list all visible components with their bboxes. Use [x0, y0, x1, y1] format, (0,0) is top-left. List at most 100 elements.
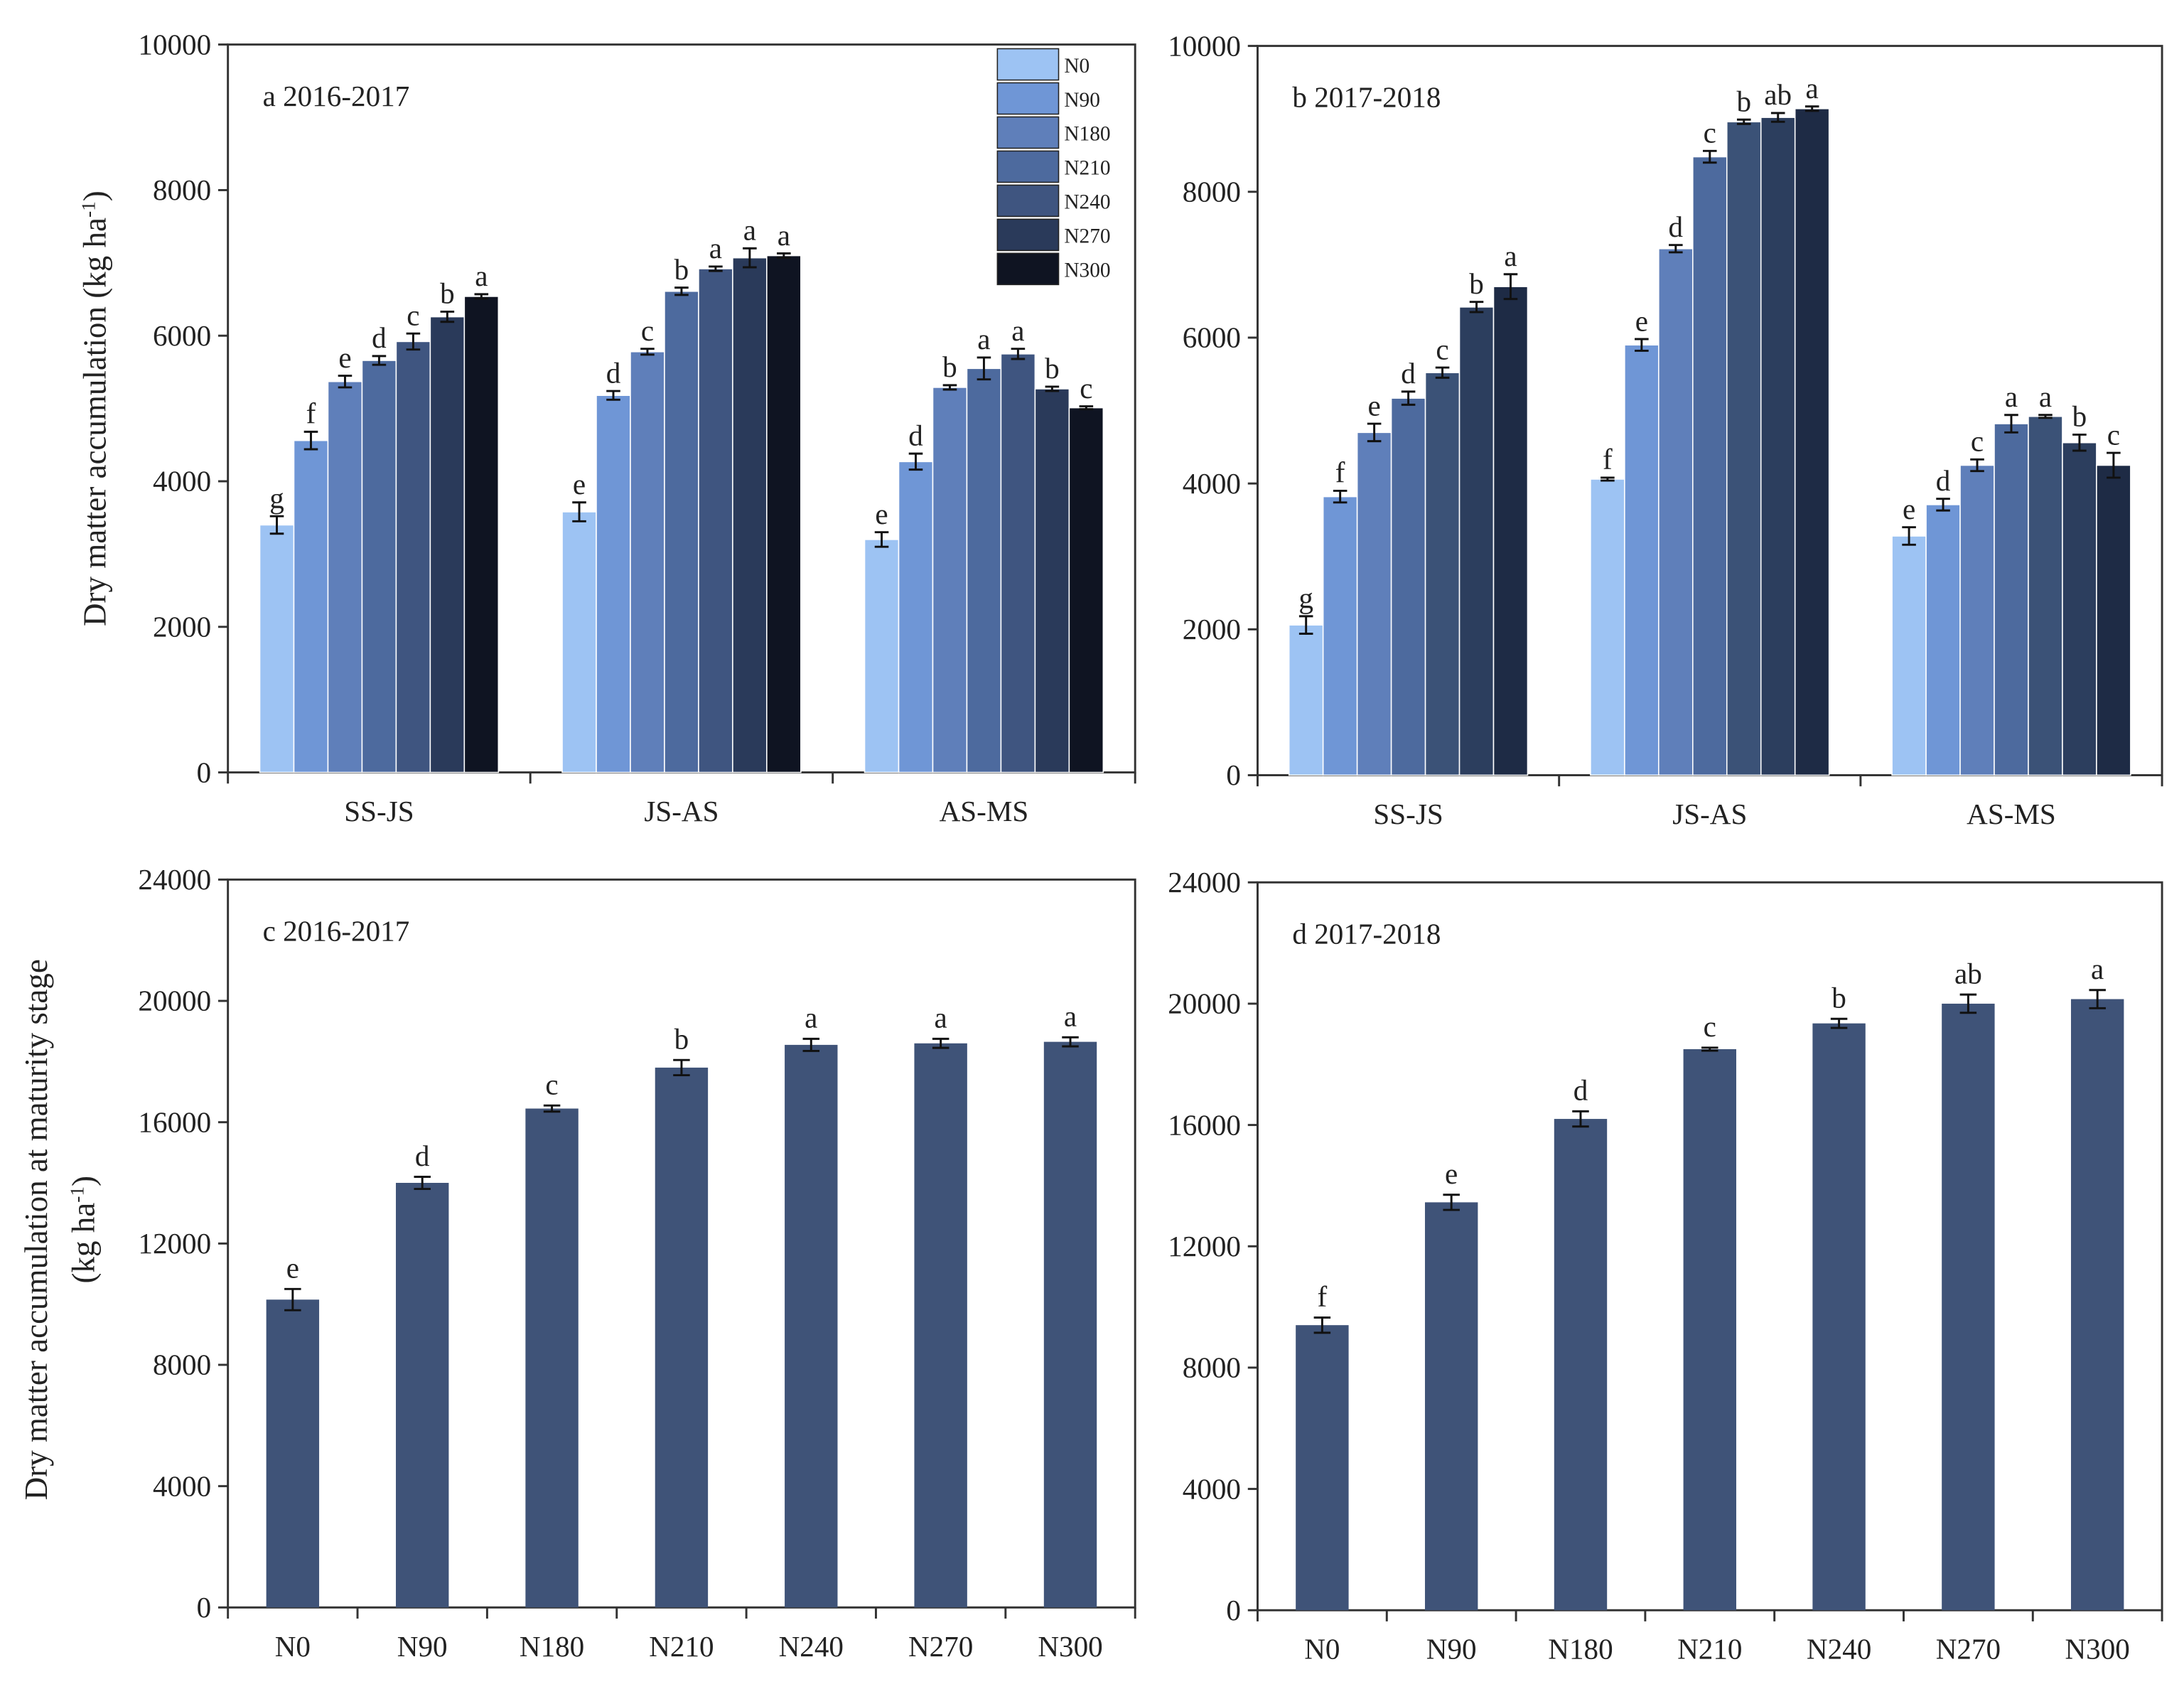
chart-title: c 2016-2017: [263, 915, 410, 948]
bar: [1726, 121, 1762, 776]
legend-label: N240: [1064, 191, 1110, 214]
y-axis-label-part: (kg ha: [66, 1203, 102, 1284]
significance-letter: c: [1704, 1010, 1716, 1043]
significance-letter: a: [709, 232, 722, 264]
x-tick-label: SS-JS: [1373, 798, 1443, 830]
error-bar: [908, 452, 923, 471]
bar: [1034, 388, 1070, 773]
significance-letter: f: [1335, 456, 1345, 489]
error-bar: [372, 355, 387, 366]
error-bar: [2072, 433, 2087, 452]
bar: [327, 380, 363, 773]
legend-swatch: [996, 184, 1060, 218]
error-bar: [1011, 348, 1026, 360]
x-tick-label: JS-AS: [644, 795, 719, 827]
bar: [898, 461, 934, 773]
error-bar: [1902, 526, 1916, 546]
significance-letter: e: [1903, 493, 1915, 525]
x-tick-label: N240: [779, 1630, 844, 1663]
error-bar: [1601, 476, 1615, 482]
error-bar: [932, 1037, 950, 1049]
bar: [293, 439, 329, 773]
significance-letter: b: [2072, 400, 2087, 433]
significance-letter: c: [1704, 117, 1716, 149]
x-tick-label: AS-MS: [1967, 798, 2056, 830]
error-bar: [977, 356, 991, 381]
bar: [1959, 464, 1995, 776]
error-bar: [640, 348, 655, 356]
error-bar: [1770, 112, 1785, 123]
y-axis-label: (kg ha-1): [66, 1176, 102, 1284]
y-tick-label: 8000: [1183, 1351, 1241, 1384]
x-tick-label: N0: [1304, 1633, 1340, 1666]
significance-letter: d: [1574, 1074, 1588, 1107]
error-bar: [1503, 273, 1518, 301]
legend-swatch: [996, 82, 1060, 115]
x-tick-label: AS-MS: [940, 795, 1029, 827]
legend-label: N180: [1064, 123, 1110, 146]
y-tick-label: 20000: [138, 985, 211, 1017]
error-bar: [1435, 366, 1450, 379]
y-tick-label: 4000: [1183, 467, 1241, 500]
x-tick-label: N240: [1807, 1633, 1871, 1666]
chart-title: d 2017-2018: [1292, 917, 1441, 950]
bar: [698, 268, 733, 773]
bar: [766, 254, 802, 773]
significance-letter: c: [1080, 372, 1092, 404]
x-tick-label: N180: [520, 1630, 584, 1663]
y-tick-label: 12000: [1168, 1230, 1241, 1262]
significance-letter: b: [1045, 352, 1060, 385]
y-axis-label-part: ): [66, 1176, 102, 1186]
significance-letter: a: [1806, 72, 1819, 104]
legend-label: N300: [1064, 259, 1110, 282]
error-bar: [406, 332, 421, 351]
bar: [1891, 535, 1927, 776]
significance-letter: d: [606, 356, 621, 389]
bar: [1424, 1202, 1478, 1611]
y-tick-label: 4000: [153, 465, 211, 498]
bar: [1424, 372, 1461, 776]
error-bar: [1469, 301, 1484, 313]
bar: [429, 316, 466, 773]
significance-letter: c: [407, 299, 419, 331]
y-axis-label-part: -1: [77, 201, 99, 218]
significance-letter: a: [475, 259, 488, 292]
bar: [914, 1043, 967, 1608]
y-tick-label: 16000: [1168, 1108, 1241, 1141]
significance-letter: a: [2039, 380, 2052, 413]
bar: [266, 1299, 320, 1608]
y-axis-label-part: ): [77, 191, 112, 201]
x-tick-label: N90: [397, 1630, 448, 1663]
x-tick-label: N270: [1936, 1633, 2001, 1666]
y-tick-label: 8000: [1183, 175, 1241, 208]
bar: [1942, 1003, 1995, 1611]
bar: [1000, 353, 1036, 773]
error-bar: [1401, 390, 1416, 406]
bar: [525, 1108, 579, 1608]
bar: [361, 360, 397, 773]
error-bar: [1045, 385, 1060, 392]
error-bar: [2089, 989, 2106, 1009]
significance-letter: b: [674, 1023, 689, 1056]
significance-letter: a: [977, 323, 990, 355]
bar: [1590, 478, 1625, 776]
bar: [2062, 441, 2097, 776]
y-axis-label: Dry matter accumulation (kg ha-1): [77, 191, 112, 626]
bar: [596, 395, 631, 773]
error-bar: [1313, 1316, 1331, 1334]
significance-letter: d: [908, 419, 923, 451]
error-bar: [414, 1176, 431, 1191]
significance-letter: e: [1367, 389, 1380, 422]
legend-swatch: [996, 150, 1060, 183]
bar: [966, 368, 1002, 773]
y-tick-label: 0: [197, 1591, 212, 1624]
y-tick-label: 20000: [1168, 987, 1241, 1020]
bar: [664, 290, 699, 773]
significance-letter: c: [1436, 333, 1448, 365]
x-tick-label: N180: [1548, 1633, 1613, 1666]
significance-letter: c: [1971, 425, 1984, 458]
y-tick-label: 16000: [138, 1105, 211, 1138]
error-bar: [1079, 405, 1094, 411]
x-tick-label: SS-JS: [344, 795, 414, 827]
significance-letter: e: [1445, 1157, 1458, 1190]
